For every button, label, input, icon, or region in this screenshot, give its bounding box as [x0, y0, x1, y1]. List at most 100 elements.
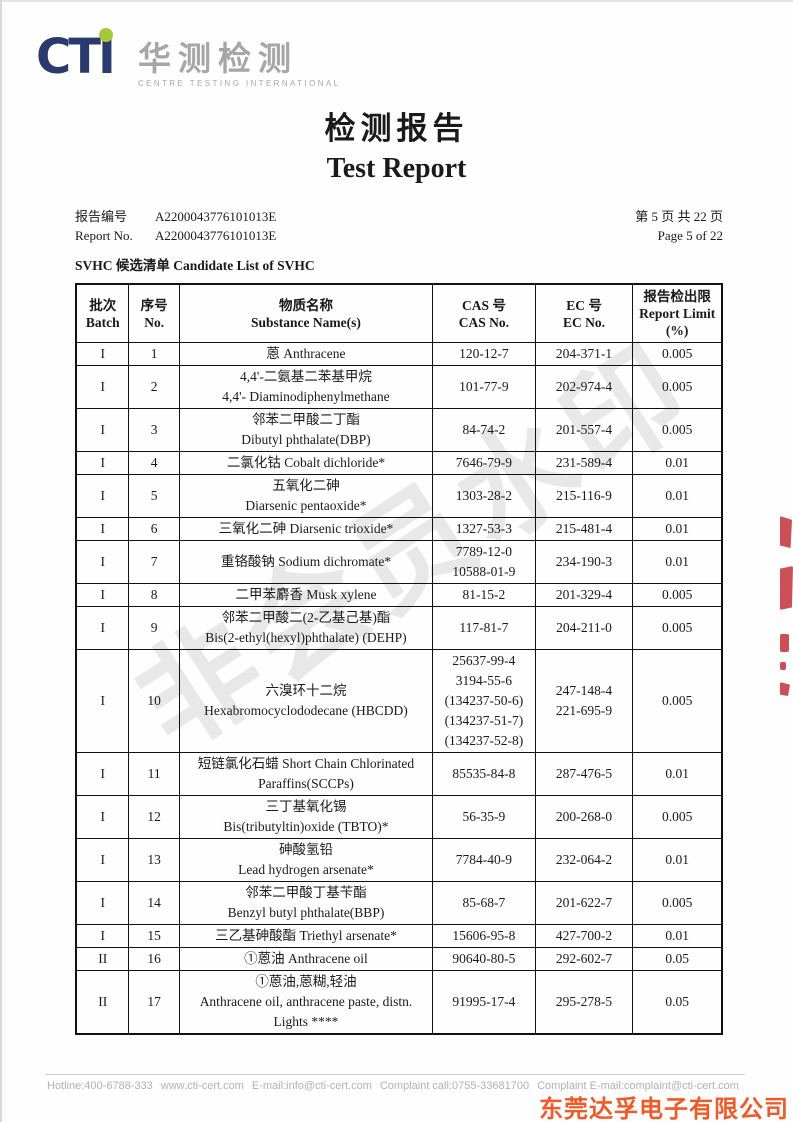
table-row: I 7 重铬酸钠 Sodium dichromate* 7789-12-0 10588-…	[75, 540, 723, 584]
stamp-fragment-icon	[780, 662, 786, 670]
cell-cas: 117-81-7	[432, 606, 536, 650]
cell-substance: 六溴环十二烷 Hexabromocyclododecane (HBCDD)	[178, 649, 434, 753]
cell-no: 13	[128, 838, 180, 882]
report-number-block: 报告编号 A2200043776101013E Report No. A2200…	[75, 207, 276, 245]
table-row: I 8 二甲苯麝香 Musk xylene 81-15-2 201-329-4 0.005	[75, 583, 723, 607]
cell-ec: 287-476-5	[534, 752, 634, 796]
cell-limit: 0.005	[632, 342, 723, 366]
cell-cas: 56-35-9	[432, 795, 536, 839]
header-batch: 批次 Batch	[75, 283, 130, 343]
cell-batch: I	[75, 408, 130, 452]
cell-ec: 200-268-0	[534, 795, 634, 839]
page-number-en: Page 5 of 22	[657, 228, 723, 243]
cell-limit: 0.05	[632, 947, 723, 971]
table-row: I 3 邻苯二甲酸二丁酯 Dibutyl phthalate(DBP) 84-74-2 2…	[75, 408, 723, 452]
footer-contact-item: E-mail:info@cti-cert.com	[251, 1080, 372, 1092]
table-row: I 14 邻苯二甲酸丁基苄酯 Benzyl butyl phthalate(BBP) 8…	[75, 881, 723, 925]
header-ec: EC 号 EC No.	[534, 283, 634, 343]
footer-contact-item: www.cti-cert.com	[160, 1080, 244, 1092]
cti-logo: CTI 华测检测 CENTRE TESTING INTERNATIONAL	[36, 26, 340, 88]
cell-substance: 三氧化二砷 Diarsenic trioxide*	[178, 517, 434, 541]
table-row: I 11 短链氯化石蜡 Short Chain Chlorinated Paraffi…	[75, 752, 723, 796]
svhc-table: 批次 Batch 序号 No. 物质名称 Substance Name(s) C…	[75, 283, 723, 1035]
cell-no: 7	[128, 540, 180, 584]
logo-chinese-name: 华测检测	[138, 40, 298, 77]
cell-batch: I	[75, 342, 130, 366]
cell-no: 17	[128, 970, 180, 1035]
cell-cas: 1303-28-2	[432, 474, 536, 518]
stamp-fragment-icon	[780, 634, 789, 652]
footer-divider	[45, 1074, 745, 1075]
logo-green-dot-icon	[99, 28, 113, 42]
cell-ec: 295-278-5	[534, 970, 634, 1035]
table-row: I 13 砷酸氢铅 Lead hydrogen arsenate* 7784-40-9 2…	[75, 838, 723, 882]
red-stamp-clipped	[779, 512, 793, 702]
cell-limit: 0.005	[632, 365, 723, 409]
cell-substance: ①蒽油,蒽糊,轻油 Anthracene oil, anthracene past…	[178, 970, 434, 1035]
section-title: SVHC 候选清单 Candidate List of SVHC	[75, 258, 315, 273]
cell-no: 10	[128, 649, 180, 753]
cell-ec: 201-329-4	[534, 583, 634, 607]
logo-wordmark: 华测检测 CENTRE TESTING INTERNATIONAL	[138, 26, 340, 89]
cell-substance: 邻苯二甲酸二丁酯 Dibutyl phthalate(DBP)	[178, 408, 434, 452]
stamp-fragment-icon	[780, 566, 793, 610]
table-row: I 15 三乙基砷酸酯 Triethyl arsenate* 15606-95-8 42…	[75, 924, 723, 948]
header-no: 序号 No.	[128, 283, 180, 343]
cell-limit: 0.005	[632, 649, 723, 753]
table-row: I 12 三丁基氧化锡 Bis(tributyltin)oxide (TBTO)* 56…	[75, 795, 723, 839]
cell-cas: 85-68-7	[432, 881, 536, 925]
header-cas: CAS 号 CAS No.	[432, 283, 536, 343]
cell-cas: 7646-79-9	[432, 451, 536, 475]
cell-limit: 0.005	[632, 606, 723, 650]
cell-cas: 25637-99-4 3194-55-6 (134237-50-6) (134237-…	[432, 649, 536, 753]
cell-ec: 204-371-1	[534, 342, 634, 366]
cell-cas: 81-15-2	[432, 583, 536, 607]
cell-substance: 二氯化钴 Cobalt dichloride*	[178, 451, 434, 475]
cell-no: 16	[128, 947, 180, 971]
cell-cas: 91995-17-4	[432, 970, 536, 1035]
cell-no: 8	[128, 583, 180, 607]
cell-cas: 1327-53-3	[432, 517, 536, 541]
table-row: II 17 ①蒽油,蒽糊,轻油 Anthracene oil, anthracene …	[75, 970, 723, 1035]
company-name-stamp: 东莞达孚电子有限公司	[539, 1097, 789, 1122]
table-header-row: 批次 Batch 序号 No. 物质名称 Substance Name(s) C…	[75, 283, 723, 343]
cell-substance: 蒽 Anthracene	[178, 342, 434, 366]
cell-no: 6	[128, 517, 180, 541]
cell-no: 12	[128, 795, 180, 839]
header-substance: 物质名称 Substance Name(s)	[178, 283, 434, 343]
cell-substance: 重铬酸钠 Sodium dichromate*	[178, 540, 434, 584]
cell-cas: 101-77-9	[432, 365, 536, 409]
cell-substance: 五氧化二砷 Diarsenic pentaoxide*	[178, 474, 434, 518]
cell-no: 15	[128, 924, 180, 948]
cell-ec: 201-557-4	[534, 408, 634, 452]
page-title-zh: 检测报告	[324, 111, 469, 146]
cell-no: 2	[128, 365, 180, 409]
cell-ec: 427-700-2	[534, 924, 634, 948]
cell-cas: 7784-40-9	[432, 838, 536, 882]
table-row: I 5 五氧化二砷 Diarsenic pentaoxide* 1303-28-2 215…	[75, 474, 723, 518]
table-row: I 6 三氧化二砷 Diarsenic trioxide* 1327-53-3 215-…	[75, 517, 723, 541]
report-no-value-en: A2200043776101013E	[155, 228, 277, 243]
cell-batch: I	[75, 474, 130, 518]
cell-batch: I	[75, 365, 130, 409]
cell-limit: 0.01	[632, 838, 723, 882]
cell-no: 3	[128, 408, 180, 452]
cell-substance: 邻苯二甲酸丁基苄酯 Benzyl butyl phthalate(BBP)	[178, 881, 434, 925]
cell-limit: 0.005	[632, 795, 723, 839]
cell-no: 5	[128, 474, 180, 518]
cell-batch: I	[75, 583, 130, 607]
report-meta: 报告编号 A2200043776101013E Report No. A2200…	[75, 207, 723, 245]
pagination-block: 第 5 页 共 22 页 Page 5 of 22	[635, 207, 723, 245]
cell-batch: I	[75, 881, 130, 925]
cell-ec: 292-602-7	[534, 947, 634, 971]
cti-logo-mark: CTI	[36, 26, 128, 88]
cell-batch: I	[75, 924, 130, 948]
cell-batch: I	[75, 517, 130, 541]
cell-no: 4	[128, 451, 180, 475]
cell-batch: I	[75, 540, 130, 584]
cell-ec: 215-481-4	[534, 517, 634, 541]
cell-limit: 0.01	[632, 752, 723, 796]
footer-contact-item: Complaint call:0755-33681700	[379, 1080, 530, 1092]
